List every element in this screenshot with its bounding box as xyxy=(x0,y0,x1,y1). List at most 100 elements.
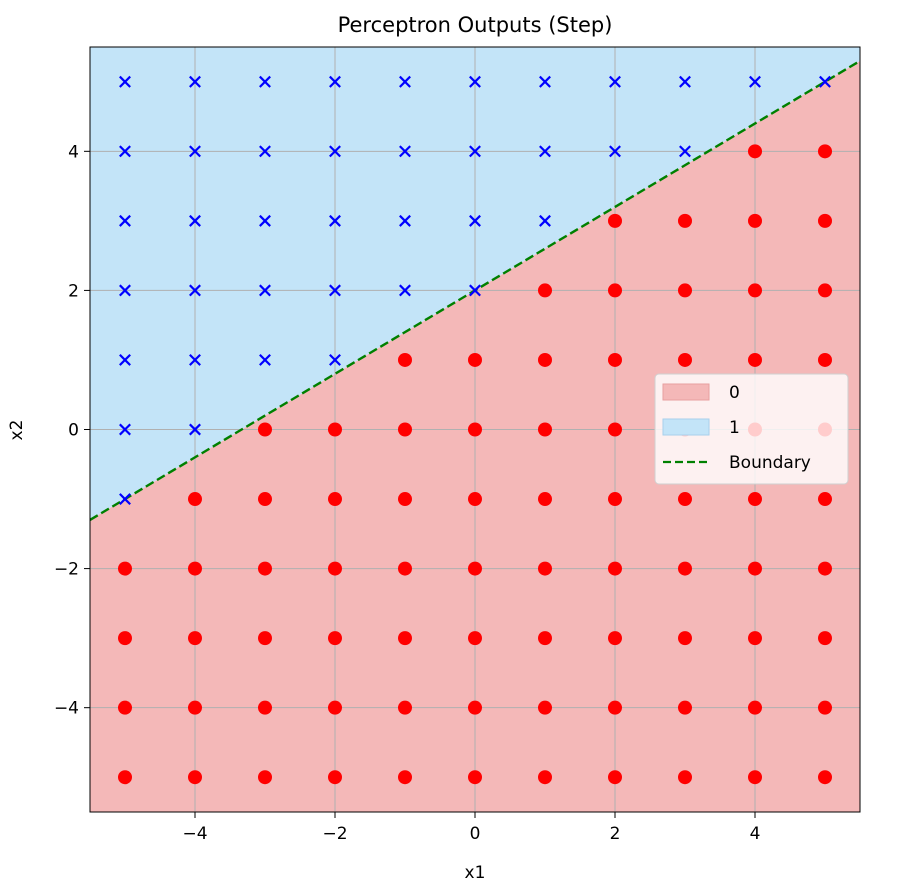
point-output-0 xyxy=(818,492,832,507)
point-output-0 xyxy=(538,352,552,367)
point-output-0 xyxy=(188,492,202,507)
point-output-0 xyxy=(678,352,692,367)
point-output-0 xyxy=(608,561,622,576)
legend-label-boundary: Boundary xyxy=(729,453,811,473)
point-output-0 xyxy=(538,422,552,437)
legend-swatch-1 xyxy=(662,418,710,436)
point-output-0 xyxy=(608,352,622,367)
point-output-0 xyxy=(748,561,762,576)
point-output-1 xyxy=(819,75,831,88)
y-axis-ticks: −4 −2 0 2 4 xyxy=(54,142,90,719)
point-output-0 xyxy=(468,700,482,715)
point-output-1 xyxy=(539,214,551,227)
point-output-0 xyxy=(328,492,342,507)
point-output-0 xyxy=(118,770,132,785)
point-output-0 xyxy=(608,700,622,715)
point-output-1 xyxy=(119,423,131,436)
point-output-0 xyxy=(538,561,552,576)
legend-label-0: 0 xyxy=(729,383,740,403)
point-output-0 xyxy=(608,213,622,228)
point-output-0 xyxy=(468,561,482,576)
point-output-0 xyxy=(188,631,202,646)
point-output-0 xyxy=(678,631,692,646)
point-output-1 xyxy=(329,353,341,366)
point-output-1 xyxy=(189,353,201,366)
point-output-0 xyxy=(328,422,342,437)
point-output-1 xyxy=(119,284,131,297)
legend: 0 1 Boundary xyxy=(654,373,849,485)
point-output-0 xyxy=(258,561,272,576)
point-output-1 xyxy=(189,214,201,227)
point-output-0 xyxy=(398,770,412,785)
point-output-0 xyxy=(748,352,762,367)
point-output-1 xyxy=(609,145,621,158)
point-output-0 xyxy=(678,700,692,715)
point-output-0 xyxy=(818,283,832,298)
point-output-0 xyxy=(398,422,412,437)
point-output-0 xyxy=(398,700,412,715)
point-output-1 xyxy=(259,75,271,88)
point-output-1 xyxy=(609,75,621,88)
y-tick-label: −2 xyxy=(54,560,79,580)
point-output-0 xyxy=(258,422,272,437)
x-tick-label: 0 xyxy=(470,824,481,844)
point-output-0 xyxy=(118,631,132,646)
point-output-1 xyxy=(119,493,131,506)
y-tick-label: 0 xyxy=(68,421,79,441)
point-output-0 xyxy=(258,631,272,646)
point-output-1 xyxy=(329,75,341,88)
point-output-1 xyxy=(329,214,341,227)
point-output-0 xyxy=(818,631,832,646)
point-output-0 xyxy=(748,144,762,159)
y-tick-label: 4 xyxy=(68,142,79,162)
point-output-0 xyxy=(398,561,412,576)
point-output-1 xyxy=(259,145,271,158)
point-output-0 xyxy=(608,770,622,785)
x-tick-label: 2 xyxy=(610,824,621,844)
point-output-1 xyxy=(469,75,481,88)
point-output-0 xyxy=(818,700,832,715)
point-output-1 xyxy=(399,214,411,227)
point-output-0 xyxy=(608,631,622,646)
point-output-0 xyxy=(818,144,832,159)
point-output-0 xyxy=(258,770,272,785)
point-output-0 xyxy=(188,561,202,576)
point-output-0 xyxy=(678,770,692,785)
point-output-0 xyxy=(608,283,622,298)
point-output-1 xyxy=(119,214,131,227)
point-output-1 xyxy=(469,145,481,158)
legend-label-1: 1 xyxy=(729,418,740,438)
point-output-1 xyxy=(539,145,551,158)
x-tick-label: −4 xyxy=(182,824,207,844)
point-output-0 xyxy=(608,492,622,507)
point-output-1 xyxy=(399,284,411,297)
x-axis-ticks: −4 −2 0 2 4 xyxy=(182,812,760,844)
point-output-0 xyxy=(538,283,552,298)
point-output-1 xyxy=(189,75,201,88)
point-output-0 xyxy=(678,283,692,298)
point-output-0 xyxy=(678,492,692,507)
point-output-0 xyxy=(328,770,342,785)
point-output-0 xyxy=(748,283,762,298)
point-output-0 xyxy=(328,631,342,646)
point-output-1 xyxy=(189,145,201,158)
point-output-0 xyxy=(748,700,762,715)
x-axis-label: x1 xyxy=(465,863,486,883)
point-output-0 xyxy=(608,422,622,437)
point-output-1 xyxy=(679,75,691,88)
point-output-1 xyxy=(329,284,341,297)
y-tick-label: 2 xyxy=(68,281,79,301)
point-output-0 xyxy=(538,700,552,715)
point-output-1 xyxy=(189,284,201,297)
point-output-0 xyxy=(818,213,832,228)
point-output-0 xyxy=(328,561,342,576)
point-output-0 xyxy=(748,631,762,646)
point-output-0 xyxy=(398,352,412,367)
y-axis-label: x2 xyxy=(7,420,27,441)
point-output-0 xyxy=(538,631,552,646)
point-output-0 xyxy=(118,700,132,715)
point-output-0 xyxy=(398,631,412,646)
point-output-1 xyxy=(469,214,481,227)
point-output-1 xyxy=(119,75,131,88)
point-output-0 xyxy=(818,561,832,576)
